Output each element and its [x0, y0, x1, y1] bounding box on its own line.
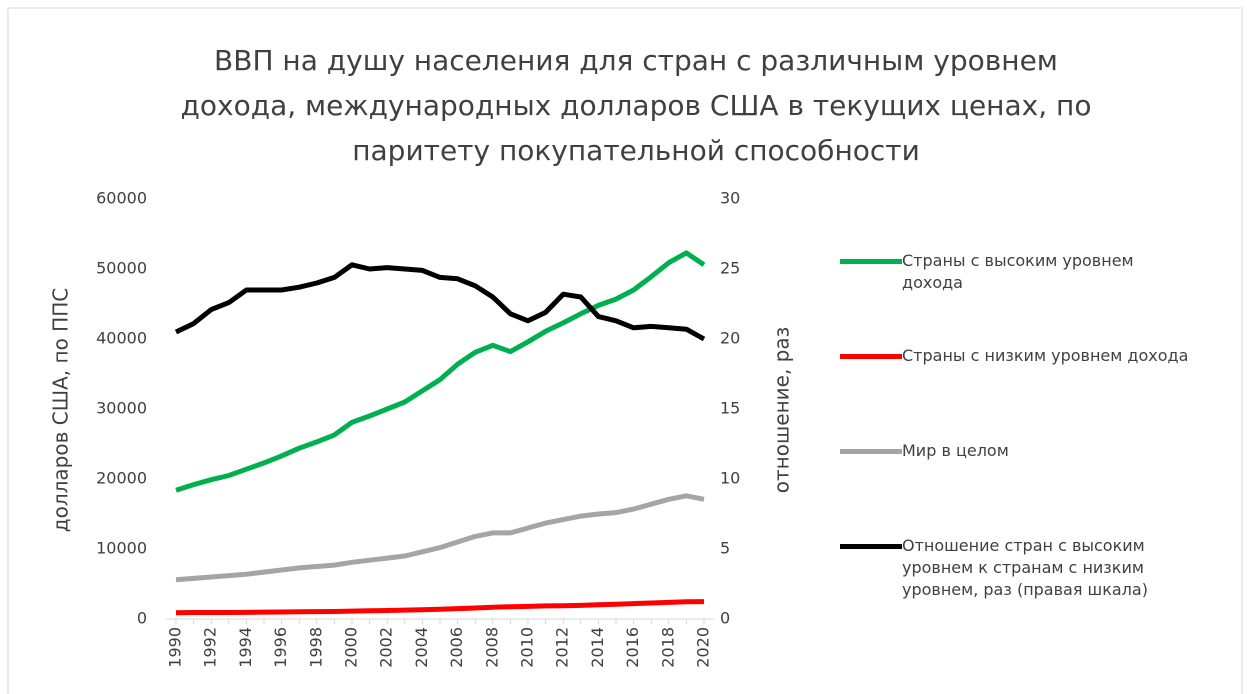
legend-label: Страны с высоким уровнем дохода: [902, 251, 1134, 292]
y2-axis-label: отношение, раз: [770, 327, 794, 493]
x-tick-label: 2002: [377, 627, 396, 668]
x-tick-label: 2004: [412, 627, 431, 668]
x-tick-label: 2018: [658, 627, 677, 668]
x-tick-label: 2020: [694, 627, 713, 668]
legend-label: Мир в целом: [902, 441, 1009, 460]
x-tick-label: 2014: [588, 627, 607, 668]
x-tick-label: 2016: [623, 627, 642, 668]
x-tick-label: 1996: [271, 627, 290, 668]
y-tick-label: 50000: [96, 259, 147, 278]
x-tick-label: 2010: [518, 627, 537, 668]
y2-tick-label: 20: [720, 329, 740, 348]
y2-tick-label: 5: [720, 539, 730, 558]
x-tick-label: 1994: [236, 627, 255, 668]
y2-tick-label: 15: [720, 399, 740, 418]
legend-swatch: [840, 259, 902, 264]
x-tick-label: 2006: [447, 627, 466, 668]
chart-title: ВВП на душу населения для стран с различ…: [180, 44, 1092, 167]
series-line: [175, 599, 705, 616]
y-tick-label: 20000: [96, 469, 147, 488]
y-tick-label: 40000: [96, 329, 147, 348]
y-axis-label: долларов США, по ППС: [49, 288, 73, 532]
legend-swatch: [840, 354, 902, 359]
legend-label: Отношение стран с высоким уровнем к стра…: [902, 536, 1148, 599]
y-tick-label: 60000: [96, 189, 147, 208]
y2-tick-label: 0: [720, 609, 730, 628]
series-line: [175, 250, 706, 493]
x-tick-label: 2008: [482, 627, 501, 668]
y2-tick-label: 10: [720, 469, 740, 488]
y-tick-label: 10000: [96, 539, 147, 558]
y2-tick-label: 30: [720, 189, 740, 208]
series-line: [174, 262, 706, 342]
legend-item: Страны с низким уровнем дохода: [840, 345, 1192, 367]
legend-item: Страны с высоким уровнем дохода: [840, 250, 1192, 294]
x-tick-label: 1992: [201, 627, 220, 668]
x-tick-label: 1990: [166, 627, 185, 668]
x-tick-label: 2000: [342, 627, 361, 668]
y-tick-label: 0: [137, 609, 147, 628]
y2-tick-label: 25: [720, 259, 740, 278]
x-tick-label: 2012: [553, 627, 572, 668]
legend-item: Мир в целом: [840, 440, 1192, 462]
chart-border: [7, 7, 1243, 694]
legend-item: Отношение стран с высоким уровнем к стра…: [840, 535, 1192, 601]
series-line: [175, 493, 705, 583]
legend-swatch: [840, 544, 902, 549]
legend-label: Страны с низким уровнем дохода: [902, 346, 1189, 365]
y-tick-label: 30000: [96, 399, 147, 418]
x-tick-label: 1998: [306, 627, 325, 668]
legend-swatch: [840, 449, 902, 454]
